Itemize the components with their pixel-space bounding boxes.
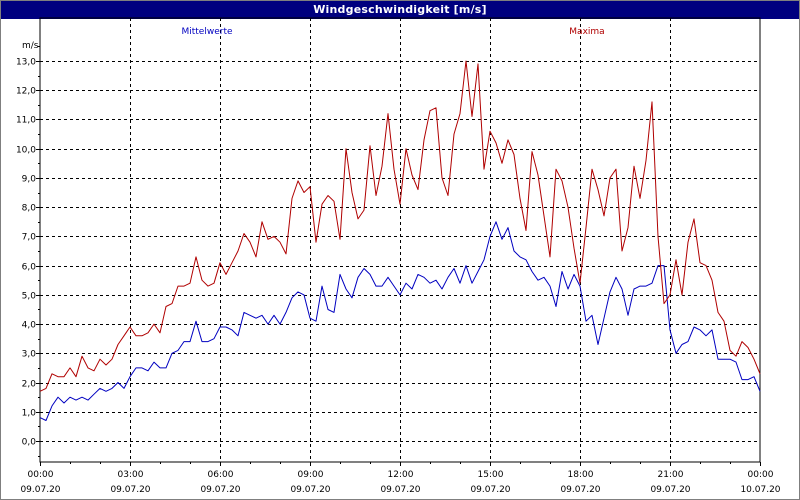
axes <box>36 17 761 466</box>
y-tick-label: 5,0 <box>22 292 37 302</box>
legend-maxima: Maxima <box>569 27 604 37</box>
x-tick-time-label: 00:00 <box>28 470 54 480</box>
y-tick-label: 9,0 <box>22 175 37 185</box>
window-title: Windgeschwindigkeit [m/s] <box>1 1 799 19</box>
y-tick-label: 4,0 <box>22 321 37 331</box>
x-tick-time-label: 06:00 <box>208 470 234 480</box>
x-tick-date-label: 10.07.20 <box>740 485 780 495</box>
x-tick-time-label: 00:00 <box>748 470 774 480</box>
x-tick-date-label: 09.07.20 <box>290 485 330 495</box>
y-tick-label: 12,0 <box>16 87 36 97</box>
y-tick-label: 11,0 <box>16 116 36 126</box>
y-tick-label: 3,0 <box>22 350 37 360</box>
y-tick-label: 7,0 <box>22 233 37 243</box>
y-tick-label: 10,0 <box>16 146 36 156</box>
labels: 0,0 1,0 2,0 3,0 4,0 5,0 6,0 7,0 8,0 9,0 10,0 11,0 12… <box>16 27 781 495</box>
y-tick-label: 0,0 <box>22 438 37 448</box>
x-tick-date-label: 09.07.20 <box>470 485 510 495</box>
x-tick-time-label: 12:00 <box>388 470 414 480</box>
series <box>39 60 761 421</box>
x-tick-date-label: 09.07.20 <box>560 485 600 495</box>
x-tick-time-label: 18:00 <box>568 470 594 480</box>
series-line-maxima <box>39 60 761 392</box>
x-tick-time-label: 09:00 <box>298 470 324 480</box>
y-axis-unit-label: m/s <box>22 41 39 51</box>
y-tick-label: 8,0 <box>22 204 37 214</box>
y-tick-label: 13,0 <box>16 58 36 68</box>
y-tick-label: 6,0 <box>22 263 37 273</box>
grid <box>40 18 760 462</box>
y-tick-label: 2,0 <box>22 380 37 390</box>
x-tick-date-label: 09.07.20 <box>380 485 420 495</box>
legend-mittelwerte: Mittelwerte <box>181 27 232 37</box>
y-tick-label: 1,0 <box>22 409 37 419</box>
x-tick-date-label: 09.07.20 <box>20 485 60 495</box>
x-tick-date-label: 09.07.20 <box>650 485 690 495</box>
x-tick-date-label: 09.07.20 <box>200 485 240 495</box>
x-tick-time-label: 03:00 <box>118 470 144 480</box>
x-tick-time-label: 15:00 <box>478 470 504 480</box>
x-tick-date-label: 09.07.20 <box>110 485 150 495</box>
series-line-mittelwerte <box>39 221 761 421</box>
x-tick-time-label: 21:00 <box>658 470 684 480</box>
